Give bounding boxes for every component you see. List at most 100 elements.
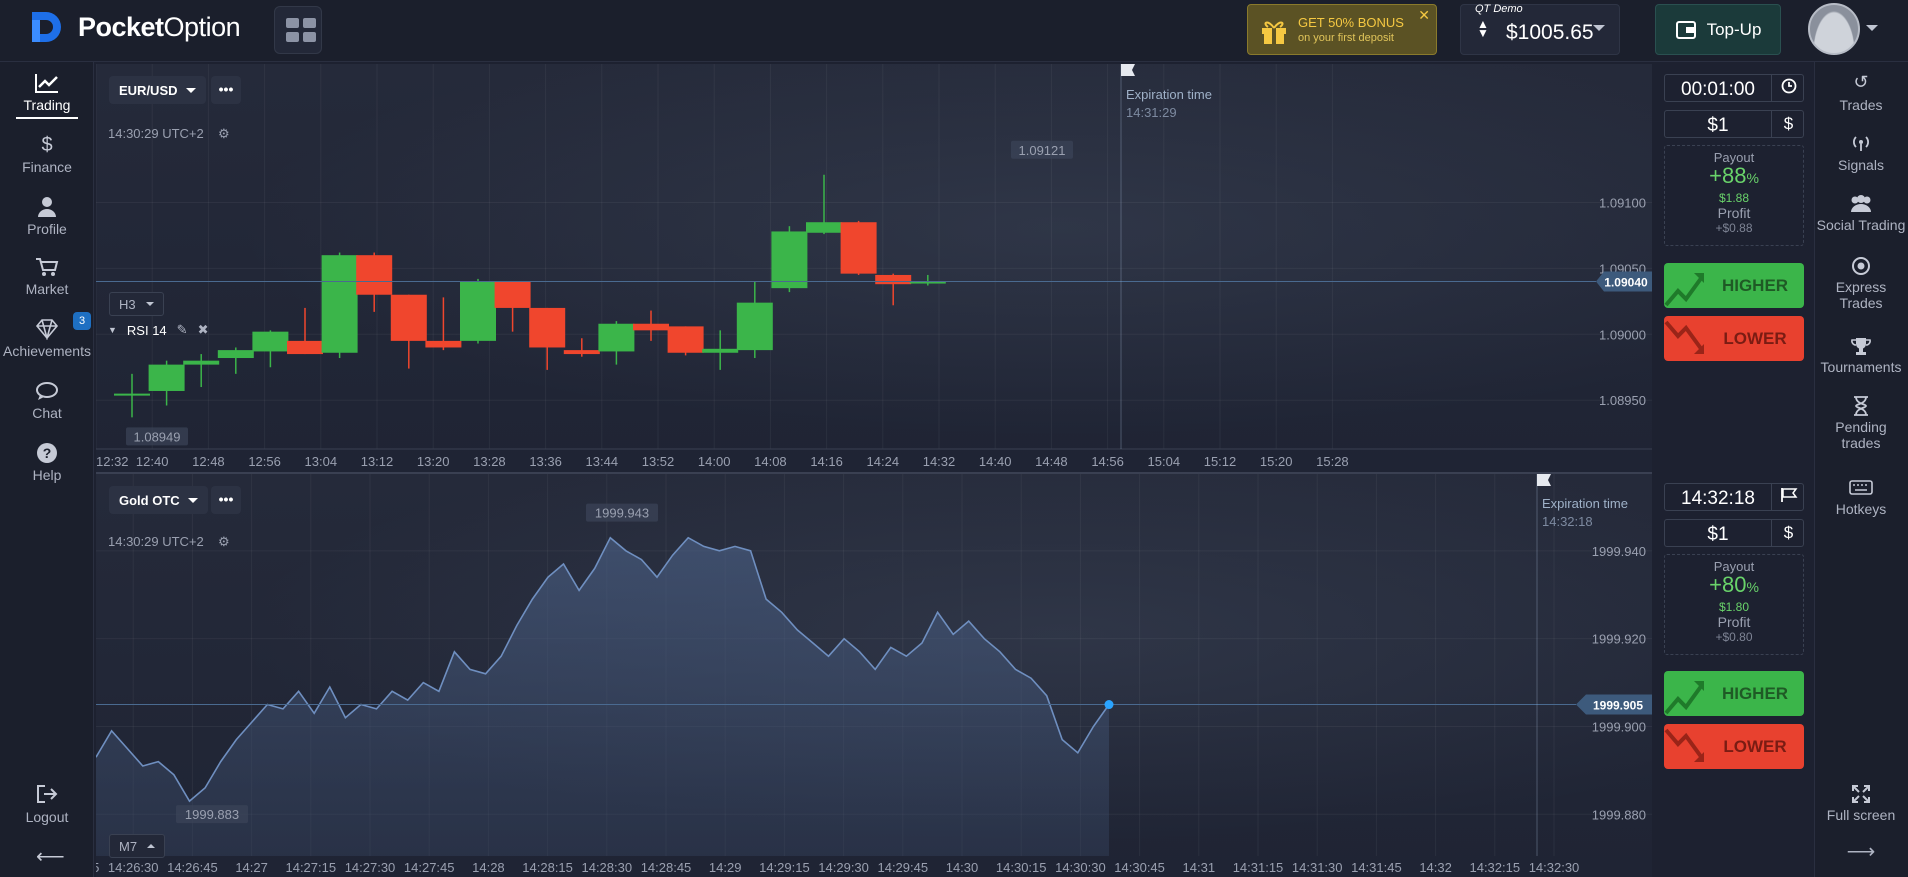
sidebar-item-trades[interactable]: ↺ Trades <box>1814 73 1908 113</box>
close-icon[interactable]: ✕ <box>1418 7 1430 23</box>
candle-body <box>217 350 254 359</box>
sidebar-item-label: Hotkeys <box>1835 501 1887 517</box>
more-options-button[interactable]: ••• <box>211 486 241 514</box>
sidebar-item-social-trading[interactable]: Social Trading <box>1814 194 1908 233</box>
x-tick-label: 14:00 <box>698 454 731 469</box>
top-up-button[interactable]: Top-Up <box>1655 4 1781 55</box>
sidebar-item-help[interactable]: ? Help <box>0 442 94 483</box>
x-tick-label: 14:28:15 <box>522 860 573 875</box>
sidebar-item-pending-trades[interactable]: Pending trades <box>1814 396 1908 451</box>
bonus-subtitle: on your first deposit <box>1298 32 1394 44</box>
sidebar-item-signals[interactable]: Signals <box>1814 134 1908 173</box>
candle-body <box>702 348 739 353</box>
x-tick-label: 14:31:15 <box>1233 860 1284 875</box>
x-tick-label: 14:26:15 <box>96 860 99 875</box>
x-tick-label: 14:28:30 <box>581 860 632 875</box>
current-price-label: 1999.905 <box>1593 699 1643 713</box>
chevron-down-icon <box>185 87 196 98</box>
sidebar-item-profile[interactable]: Profile <box>0 196 94 237</box>
sidebar-item-achievements[interactable]: Achievements <box>0 318 94 359</box>
currency-toggle[interactable]: $ <box>1783 523 1794 542</box>
clock-icon[interactable] <box>1772 78 1805 99</box>
fullscreen-button[interactable]: Full screen <box>1814 784 1908 823</box>
bonus-banner[interactable]: GET 50% BONUS on your first deposit ✕ <box>1247 4 1437 55</box>
sidebar-item-label: Full screen <box>1826 807 1896 823</box>
chart-eurusd[interactable]: 12:32 12:40 12:48 12:56 13:04 13:12 13:20 13:28… <box>96 64 1652 472</box>
sidebar-item-label: Achievements <box>3 343 91 359</box>
x-tick-label: 14:16 <box>810 454 843 469</box>
sidebar-item-tournaments[interactable]: Tournaments <box>1814 336 1908 375</box>
x-tick-label: 14:29:15 <box>759 860 810 875</box>
timeframe-selector[interactable]: H3 <box>109 292 164 316</box>
payout-box: Payout +88% $1.88 Profit +$0.88 <box>1664 145 1804 246</box>
sidebar-item-label: Logout <box>25 809 69 825</box>
asset-selector[interactable]: Gold OTC <box>109 486 208 514</box>
timeframe-selector[interactable]: M7 <box>109 834 166 858</box>
currency-toggle[interactable]: $ <box>1783 114 1794 133</box>
avatar[interactable] <box>1808 3 1860 55</box>
sidebar-item-logout[interactable]: Logout <box>0 784 94 825</box>
sidebar-item-express-trades[interactable]: Express Trades <box>1814 256 1908 311</box>
trend-up-icon <box>1664 681 1704 715</box>
sidebar-item-finance[interactable]: $ Finance <box>0 134 94 175</box>
apps-grid-button[interactable] <box>274 6 322 54</box>
sidebar-item-hotkeys[interactable]: Hotkeys <box>1814 478 1908 517</box>
flag-icon[interactable] <box>1772 487 1805 508</box>
candle-body <box>529 307 566 348</box>
candle-body <box>909 281 946 284</box>
account-selector[interactable]: QT Demo ▲ ▼ $1005.65 <box>1460 3 1620 55</box>
pencil-icon[interactable]: ✎ <box>176 322 188 337</box>
account-type-label: QT Demo <box>1475 3 1523 15</box>
x-tick-label: 15:04 <box>1148 454 1181 469</box>
expiry-time-field[interactable]: 14:32:18 <box>1664 483 1804 511</box>
more-options-button[interactable]: ••• <box>211 76 241 104</box>
low-price-label: 1999.883 <box>185 807 239 822</box>
candle-body <box>736 302 773 351</box>
x-tick-label: 12:56 <box>248 454 281 469</box>
x-tick-label: 14:31:30 <box>1292 860 1343 875</box>
target-icon <box>1814 256 1908 276</box>
sidebar-item-trading[interactable]: Trading <box>0 72 94 119</box>
current-price-tag <box>1596 271 1652 292</box>
x-tick-label: 13:52 <box>642 454 675 469</box>
sidebar-item-label: Help <box>32 467 62 483</box>
collapse-arrow-icon[interactable]: ⟵ <box>36 846 65 868</box>
higher-button[interactable]: HIGHER <box>1664 671 1804 716</box>
x-tick-label: 14:27:45 <box>404 860 455 875</box>
high-label-bg <box>1011 140 1073 159</box>
gear-icon[interactable]: ⚙ <box>218 534 230 549</box>
y-tick-label: 1999.920 <box>1592 632 1646 647</box>
payout-label: Payout <box>1713 150 1755 165</box>
x-tick-label: 13:12 <box>361 454 394 469</box>
amount-field[interactable]: $1 $ <box>1664 110 1804 138</box>
y-tick-label: 1.08950 <box>1599 393 1646 408</box>
x-tick-label: 14:29:30 <box>818 860 869 875</box>
users-icon <box>1814 194 1908 214</box>
x-tick-label: 13:20 <box>417 454 450 469</box>
profit-label: Profit <box>1717 205 1751 221</box>
expand-arrow-icon[interactable]: ⟶ <box>1846 841 1876 863</box>
timeframe-label: M7 <box>119 838 138 854</box>
cart-icon <box>0 256 94 278</box>
expiry-time-field[interactable]: 00:01:00 <box>1664 74 1804 102</box>
asset-selector[interactable]: EUR/USD <box>109 76 206 104</box>
gear-icon[interactable]: ⚙ <box>218 126 230 141</box>
x-tick-label: 14:30 <box>946 860 979 875</box>
sidebar-item-chat[interactable]: Chat <box>0 380 94 421</box>
candle-body <box>633 323 669 331</box>
lower-button[interactable]: LOWER <box>1664 724 1804 769</box>
higher-button[interactable]: HIGHER <box>1664 263 1804 308</box>
candle-body <box>598 323 635 352</box>
sidebar-item-market[interactable]: Market <box>0 256 94 297</box>
close-icon[interactable]: ✖ <box>197 322 209 337</box>
top-bar: PocketOption GET 50% BONUS on your first… <box>0 0 1908 62</box>
chart-divider[interactable] <box>96 472 1652 474</box>
candle-body <box>460 281 496 341</box>
asset-name: Gold OTC <box>119 492 180 508</box>
amount-field[interactable]: $1 $ <box>1664 519 1804 547</box>
lower-button[interactable]: LOWER <box>1664 316 1804 361</box>
logo[interactable]: PocketOption <box>28 10 241 44</box>
chart-gold[interactable]: 14:26:15 14:26:30 14:26:45 14:27 14:27:15 14:… <box>96 474 1652 877</box>
chevron-down-icon[interactable] <box>1866 25 1878 37</box>
indicator-rsi[interactable]: ▼ RSI 14 ✎ ✖ <box>108 322 208 338</box>
